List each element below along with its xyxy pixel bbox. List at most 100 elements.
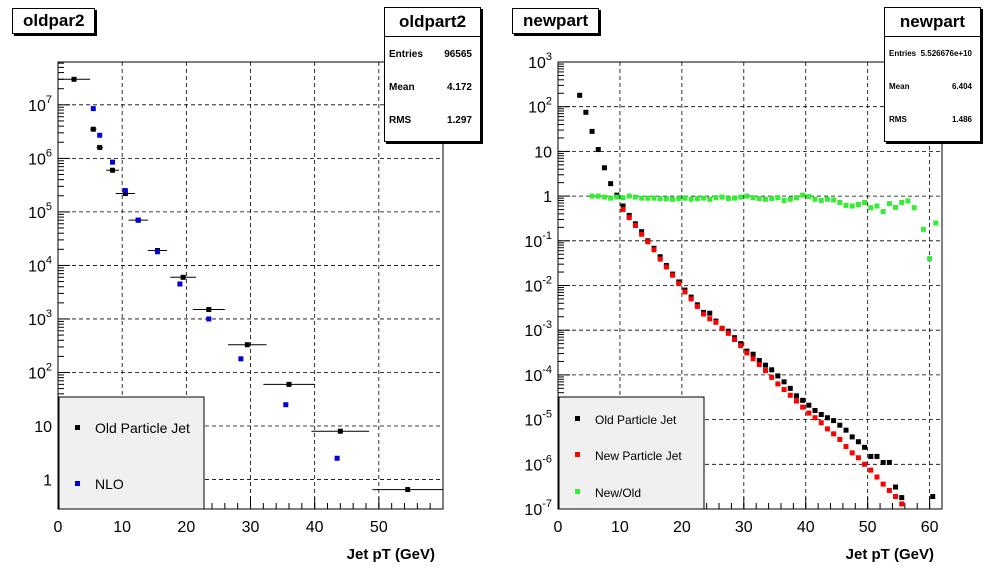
data-point: [670, 272, 676, 278]
data-point: [283, 402, 289, 408]
data-point: [694, 303, 700, 309]
data-point: [620, 207, 626, 213]
stats-entries-label: Entries: [889, 49, 917, 58]
data-point: [855, 455, 861, 461]
data-point: [701, 195, 707, 201]
data-point: [180, 274, 186, 280]
data-point: [744, 193, 750, 199]
data-point: [676, 196, 682, 202]
data-point: [862, 461, 868, 467]
x-tick-label: 10: [611, 519, 629, 536]
data-point: [812, 407, 818, 413]
y-tick-label: 104: [28, 254, 52, 275]
x-tick-label: 0: [54, 519, 63, 536]
data-point: [843, 444, 849, 450]
data-point: [855, 201, 861, 207]
data-point: [781, 379, 787, 385]
data-point: [71, 76, 77, 82]
data-point: [831, 418, 837, 424]
y-tick-label: 1: [543, 189, 552, 206]
data-point: [334, 455, 340, 461]
data-point: [614, 194, 620, 200]
data-point: [849, 450, 855, 456]
data-point: [122, 188, 128, 194]
data-point: [583, 109, 589, 115]
data-point: [862, 199, 868, 205]
data-point: [775, 381, 781, 387]
data-point: [713, 195, 719, 201]
data-point: [769, 367, 775, 373]
x-axis-title: Jet pT (GeV): [846, 546, 934, 563]
data-point: [694, 196, 700, 202]
legend-marker: [575, 416, 580, 421]
x-tick-label: 20: [673, 519, 691, 536]
data-point: [868, 205, 874, 211]
data-point: [849, 203, 855, 209]
data-point: [762, 368, 768, 374]
data-point: [886, 459, 892, 465]
y-tick-label: 10: [534, 144, 552, 161]
data-point: [639, 231, 645, 237]
data-point: [762, 362, 768, 368]
x-tick-label: 40: [306, 519, 324, 536]
data-point: [601, 194, 607, 200]
data-point: [874, 453, 880, 459]
legend-marker: [75, 481, 80, 486]
data-point: [707, 316, 713, 322]
data-point: [676, 281, 682, 287]
data-point: [843, 427, 849, 433]
data-point: [899, 199, 905, 205]
data-point: [620, 203, 626, 209]
data-point: [663, 264, 669, 270]
chart-title-newpart: newpart: [512, 8, 600, 34]
stats-mean-value: 4.172: [446, 82, 472, 93]
data-point: [732, 195, 738, 201]
stats-box-oldpart2: oldpart2 Entries 96565 Mean 4.172 RMS 1.297: [384, 7, 481, 142]
data-point: [880, 459, 886, 465]
y-tick-label: 106: [28, 147, 52, 168]
y-tick-label: 10-2: [524, 275, 552, 296]
data-point: [177, 281, 183, 287]
data-point: [337, 428, 343, 434]
data-point: [933, 220, 939, 226]
data-point: [756, 362, 762, 368]
data-point: [762, 196, 768, 202]
data-point: [589, 193, 595, 199]
data-point: [818, 197, 824, 203]
data-point: [812, 415, 818, 421]
data-point: [632, 194, 638, 200]
data-point: [645, 239, 651, 245]
data-point: [824, 415, 830, 421]
data-point: [713, 319, 719, 325]
data-point: [135, 217, 141, 223]
stats-mean-label: Mean: [389, 82, 415, 93]
data-point: [787, 196, 793, 202]
data-point: [787, 385, 793, 391]
y-tick-label: 10: [34, 419, 52, 436]
stats-entries-label: Entries: [389, 49, 423, 60]
stats-rms-label: RMS: [389, 115, 412, 126]
data-point: [657, 256, 663, 262]
data-point: [645, 195, 651, 201]
data-point: [626, 215, 632, 221]
data-point: [701, 311, 707, 317]
data-point: [750, 195, 756, 201]
data-point: [893, 494, 899, 500]
data-point: [793, 393, 799, 399]
data-point: [110, 167, 116, 173]
stats-rms-label: RMS: [889, 115, 907, 124]
data-point: [238, 356, 244, 362]
x-tick-label: 20: [177, 519, 195, 536]
legend-label: New Particle Jet: [595, 449, 682, 463]
data-point: [831, 197, 837, 203]
y-tick-label: 10-3: [524, 319, 552, 340]
data-point: [577, 92, 583, 98]
data-point: [97, 132, 103, 138]
y-tick-label: 103: [528, 51, 552, 72]
data-point: [608, 181, 614, 187]
data-point: [756, 196, 762, 202]
data-point: [738, 343, 744, 349]
data-point: [750, 356, 756, 362]
y-tick-label: 102: [528, 96, 552, 117]
data-point: [862, 444, 868, 450]
